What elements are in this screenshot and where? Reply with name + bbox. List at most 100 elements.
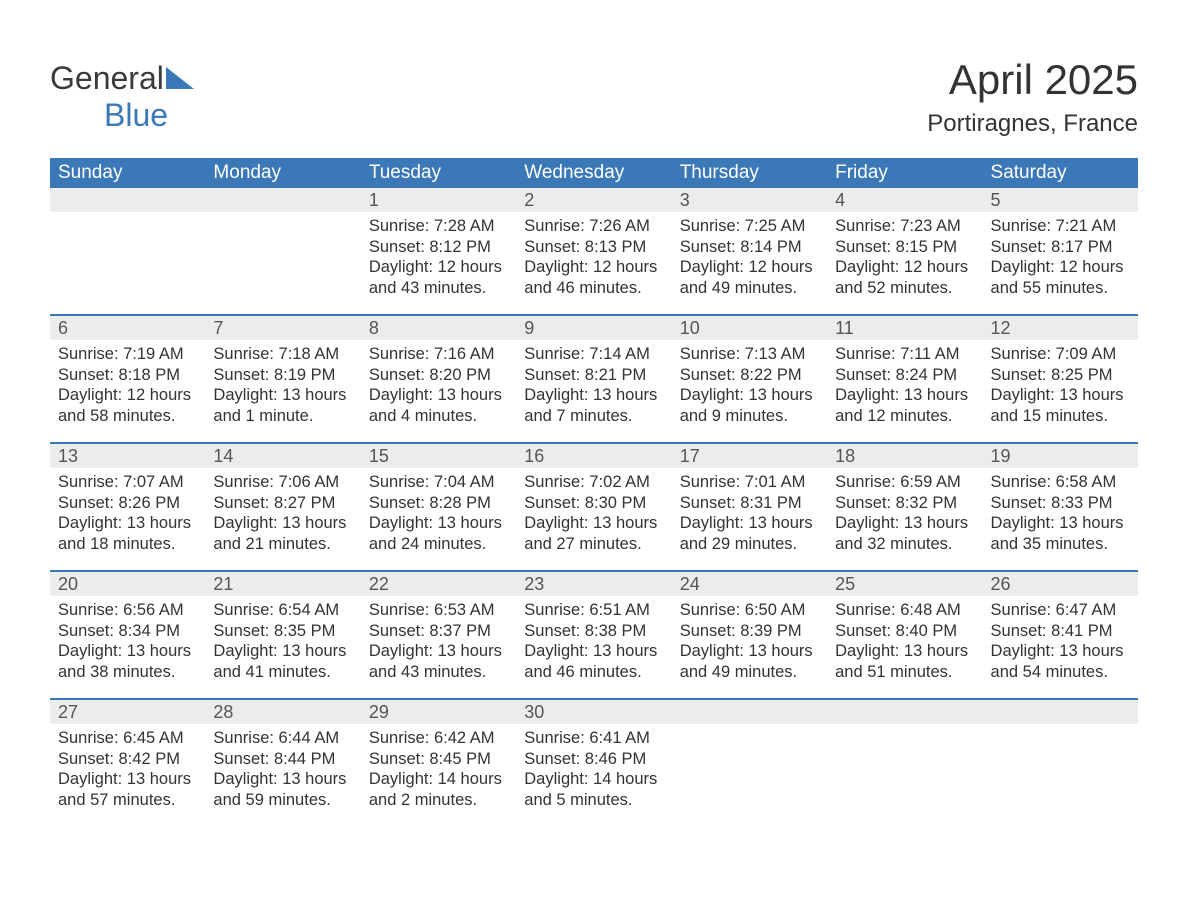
- day-body: Sunrise: 7:11 AMSunset: 8:24 PMDaylight:…: [827, 340, 982, 433]
- day-number: 17: [672, 444, 827, 468]
- daylight-text: Daylight: 13 hours and 38 minutes.: [58, 641, 197, 682]
- day-number: 12: [983, 316, 1138, 340]
- day-number: 3: [672, 188, 827, 212]
- sunrise-text: Sunrise: 7:14 AM: [524, 344, 663, 365]
- day-number: 23: [516, 572, 671, 596]
- day-cell: 9Sunrise: 7:14 AMSunset: 8:21 PMDaylight…: [516, 316, 671, 442]
- sunset-text: Sunset: 8:41 PM: [991, 621, 1130, 642]
- day-cell: 16Sunrise: 7:02 AMSunset: 8:30 PMDayligh…: [516, 444, 671, 570]
- sunrise-text: Sunrise: 7:02 AM: [524, 472, 663, 493]
- weekday-label: Friday: [827, 162, 982, 184]
- day-body: Sunrise: 7:02 AMSunset: 8:30 PMDaylight:…: [516, 468, 671, 561]
- sunset-text: Sunset: 8:37 PM: [369, 621, 508, 642]
- sunset-text: Sunset: 8:18 PM: [58, 365, 197, 386]
- day-cell: 29Sunrise: 6:42 AMSunset: 8:45 PMDayligh…: [361, 700, 516, 826]
- day-cell: 4Sunrise: 7:23 AMSunset: 8:15 PMDaylight…: [827, 188, 982, 314]
- brand-logo: General Blue: [50, 60, 194, 134]
- sunset-text: Sunset: 8:22 PM: [680, 365, 819, 386]
- day-cell: 15Sunrise: 7:04 AMSunset: 8:28 PMDayligh…: [361, 444, 516, 570]
- day-body: Sunrise: 7:13 AMSunset: 8:22 PMDaylight:…: [672, 340, 827, 433]
- sunrise-text: Sunrise: 7:04 AM: [369, 472, 508, 493]
- sunrise-text: Sunrise: 6:59 AM: [835, 472, 974, 493]
- daylight-text: Daylight: 13 hours and 12 minutes.: [835, 385, 974, 426]
- daylight-text: Daylight: 13 hours and 49 minutes.: [680, 641, 819, 682]
- sunset-text: Sunset: 8:20 PM: [369, 365, 508, 386]
- sunset-text: Sunset: 8:14 PM: [680, 237, 819, 258]
- weekday-header: Sunday Monday Tuesday Wednesday Thursday…: [50, 158, 1138, 188]
- day-cell: 17Sunrise: 7:01 AMSunset: 8:31 PMDayligh…: [672, 444, 827, 570]
- day-number: 18: [827, 444, 982, 468]
- sunset-text: Sunset: 8:12 PM: [369, 237, 508, 258]
- day-number: 19: [983, 444, 1138, 468]
- day-body: Sunrise: 6:50 AMSunset: 8:39 PMDaylight:…: [672, 596, 827, 689]
- sunrise-text: Sunrise: 7:23 AM: [835, 216, 974, 237]
- sunrise-text: Sunrise: 6:41 AM: [524, 728, 663, 749]
- day-body: Sunrise: 7:26 AMSunset: 8:13 PMDaylight:…: [516, 212, 671, 305]
- daylight-text: Daylight: 12 hours and 58 minutes.: [58, 385, 197, 426]
- sunset-text: Sunset: 8:30 PM: [524, 493, 663, 514]
- day-cell: 11Sunrise: 7:11 AMSunset: 8:24 PMDayligh…: [827, 316, 982, 442]
- sunset-text: Sunset: 8:34 PM: [58, 621, 197, 642]
- sunset-text: Sunset: 8:28 PM: [369, 493, 508, 514]
- day-cell: 21Sunrise: 6:54 AMSunset: 8:35 PMDayligh…: [205, 572, 360, 698]
- daylight-text: Daylight: 13 hours and 46 minutes.: [524, 641, 663, 682]
- day-number: 11: [827, 316, 982, 340]
- sunset-text: Sunset: 8:42 PM: [58, 749, 197, 770]
- day-number: 26: [983, 572, 1138, 596]
- sunrise-text: Sunrise: 7:19 AM: [58, 344, 197, 365]
- day-number: 21: [205, 572, 360, 596]
- day-number: 25: [827, 572, 982, 596]
- day-number: [50, 188, 205, 212]
- sunrise-text: Sunrise: 6:50 AM: [680, 600, 819, 621]
- sunrise-text: Sunrise: 6:51 AM: [524, 600, 663, 621]
- week-row: 6Sunrise: 7:19 AMSunset: 8:18 PMDaylight…: [50, 314, 1138, 442]
- brand-part2: Blue: [104, 97, 168, 133]
- day-body: Sunrise: 6:59 AMSunset: 8:32 PMDaylight:…: [827, 468, 982, 561]
- day-cell: 10Sunrise: 7:13 AMSunset: 8:22 PMDayligh…: [672, 316, 827, 442]
- day-body: Sunrise: 6:56 AMSunset: 8:34 PMDaylight:…: [50, 596, 205, 689]
- day-body: Sunrise: 6:58 AMSunset: 8:33 PMDaylight:…: [983, 468, 1138, 561]
- sunrise-text: Sunrise: 7:26 AM: [524, 216, 663, 237]
- day-number: 9: [516, 316, 671, 340]
- day-cell: 12Sunrise: 7:09 AMSunset: 8:25 PMDayligh…: [983, 316, 1138, 442]
- daylight-text: Daylight: 14 hours and 2 minutes.: [369, 769, 508, 810]
- sunset-text: Sunset: 8:15 PM: [835, 237, 974, 258]
- day-body: Sunrise: 7:14 AMSunset: 8:21 PMDaylight:…: [516, 340, 671, 433]
- day-body: Sunrise: 7:19 AMSunset: 8:18 PMDaylight:…: [50, 340, 205, 433]
- day-cell: 30Sunrise: 6:41 AMSunset: 8:46 PMDayligh…: [516, 700, 671, 826]
- day-number: [205, 188, 360, 212]
- sunrise-text: Sunrise: 6:45 AM: [58, 728, 197, 749]
- day-cell: 19Sunrise: 6:58 AMSunset: 8:33 PMDayligh…: [983, 444, 1138, 570]
- daylight-text: Daylight: 13 hours and 7 minutes.: [524, 385, 663, 426]
- day-body: Sunrise: 7:09 AMSunset: 8:25 PMDaylight:…: [983, 340, 1138, 433]
- day-number: 2: [516, 188, 671, 212]
- day-number: 20: [50, 572, 205, 596]
- weekday-label: Saturday: [983, 162, 1138, 184]
- day-cell: 6Sunrise: 7:19 AMSunset: 8:18 PMDaylight…: [50, 316, 205, 442]
- sunset-text: Sunset: 8:19 PM: [213, 365, 352, 386]
- day-body: Sunrise: 7:18 AMSunset: 8:19 PMDaylight:…: [205, 340, 360, 433]
- daylight-text: Daylight: 13 hours and 27 minutes.: [524, 513, 663, 554]
- day-number: 4: [827, 188, 982, 212]
- daylight-text: Daylight: 12 hours and 43 minutes.: [369, 257, 508, 298]
- weekday-label: Tuesday: [361, 162, 516, 184]
- day-body: Sunrise: 7:06 AMSunset: 8:27 PMDaylight:…: [205, 468, 360, 561]
- week-row: 1Sunrise: 7:28 AMSunset: 8:12 PMDaylight…: [50, 188, 1138, 314]
- day-number: [983, 700, 1138, 724]
- day-cell: 27Sunrise: 6:45 AMSunset: 8:42 PMDayligh…: [50, 700, 205, 826]
- day-body: Sunrise: 7:07 AMSunset: 8:26 PMDaylight:…: [50, 468, 205, 561]
- sunset-text: Sunset: 8:35 PM: [213, 621, 352, 642]
- sunset-text: Sunset: 8:27 PM: [213, 493, 352, 514]
- sunrise-text: Sunrise: 6:48 AM: [835, 600, 974, 621]
- sunset-text: Sunset: 8:31 PM: [680, 493, 819, 514]
- day-cell: [205, 188, 360, 314]
- sunset-text: Sunset: 8:21 PM: [524, 365, 663, 386]
- day-body: Sunrise: 6:45 AMSunset: 8:42 PMDaylight:…: [50, 724, 205, 817]
- flag-icon: [166, 60, 194, 97]
- daylight-text: Daylight: 13 hours and 43 minutes.: [369, 641, 508, 682]
- day-number: 14: [205, 444, 360, 468]
- day-number: [672, 700, 827, 724]
- sunrise-text: Sunrise: 6:44 AM: [213, 728, 352, 749]
- daylight-text: Daylight: 13 hours and 54 minutes.: [991, 641, 1130, 682]
- day-cell: 3Sunrise: 7:25 AMSunset: 8:14 PMDaylight…: [672, 188, 827, 314]
